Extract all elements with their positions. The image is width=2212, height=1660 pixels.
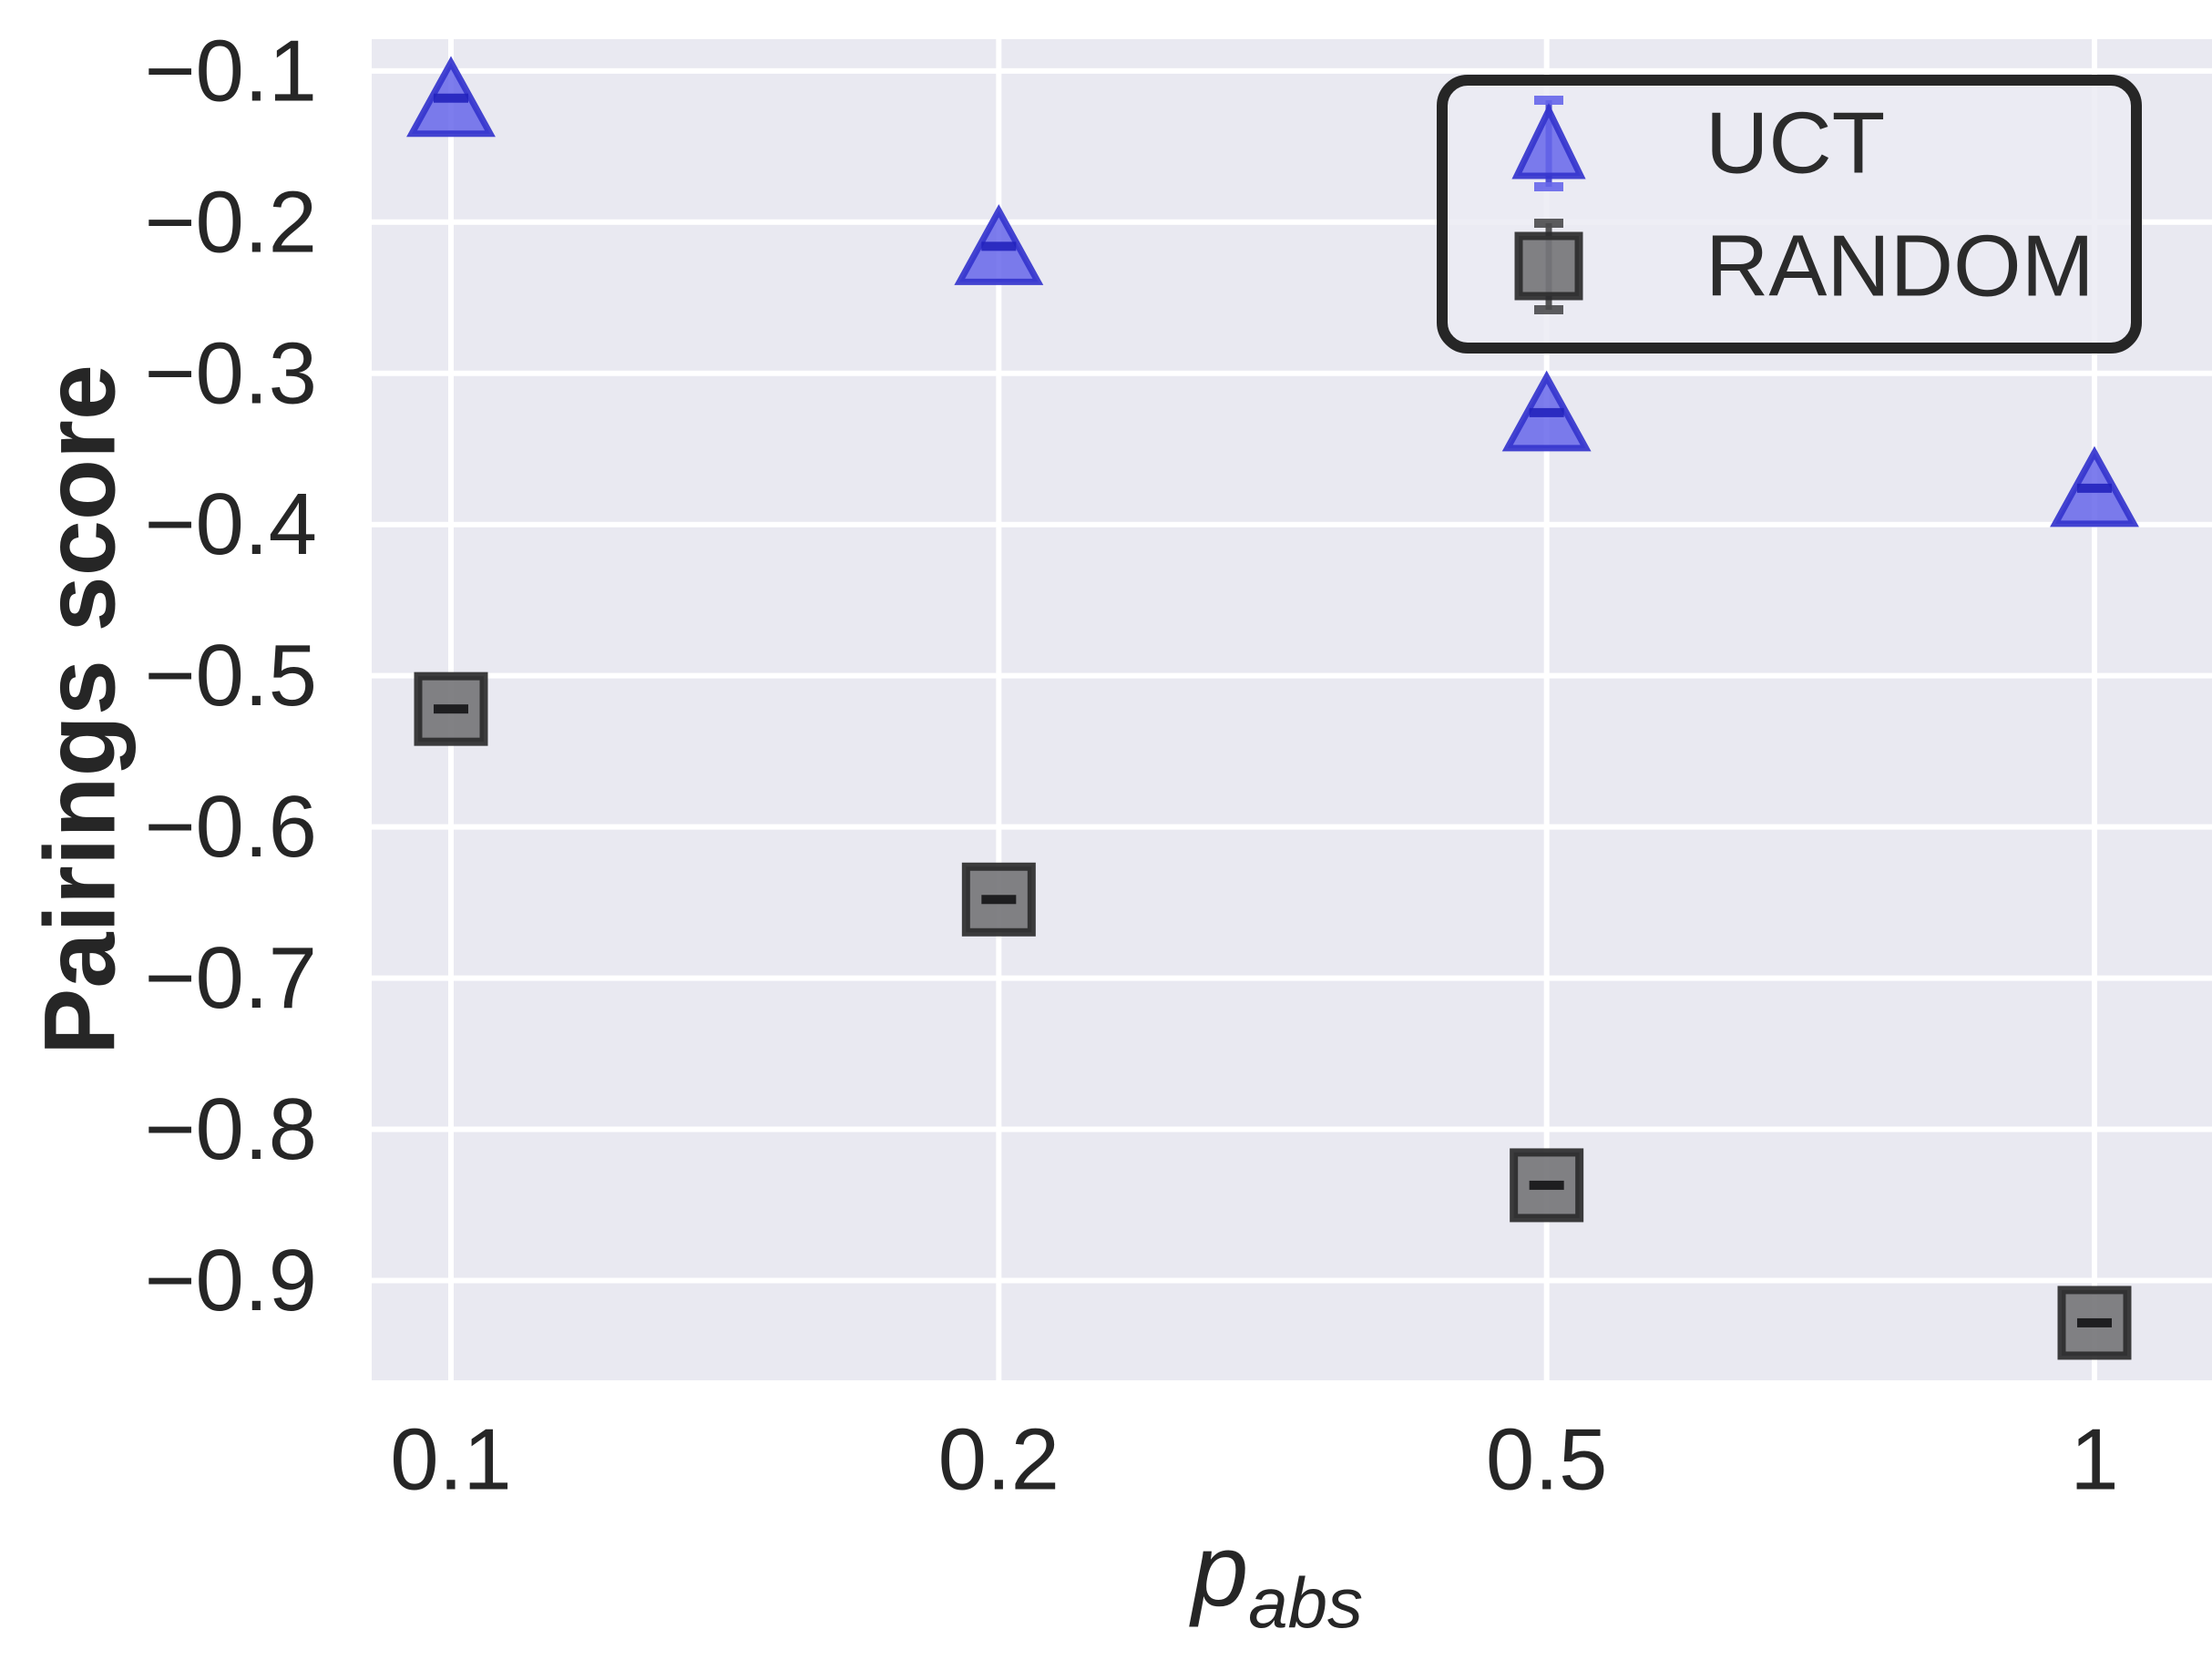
x-axis-tick-labels: 0.1 0.2 0.5 1 <box>390 1411 2118 1509</box>
random-square-marker <box>1510 1148 1584 1223</box>
uct-triangle-marker <box>1511 102 1586 179</box>
series-uct <box>406 56 2139 528</box>
x-tick-label: 0.1 <box>390 1411 511 1509</box>
y-tick-label: −0.6 <box>144 778 317 876</box>
x-tick-label: 0.5 <box>1486 1411 1607 1509</box>
errorbar-cap <box>1529 407 1564 417</box>
y-tick-label: −0.3 <box>144 324 317 422</box>
legend-box <box>1437 75 2142 354</box>
y-tick-label: −0.9 <box>144 1232 317 1329</box>
y-tick-label: −0.8 <box>144 1081 317 1178</box>
legend-marker-glyphs <box>1511 96 1586 314</box>
x-axis-label-main: p <box>1189 1513 1248 1627</box>
data-points <box>406 56 2139 1360</box>
legend-label-random: RANDOM <box>1705 218 2094 315</box>
y-axis-tick-labels: −0.1 −0.2 −0.3 −0.4 −0.5 −0.6 −0.7 −0.8 −0.9 <box>144 22 317 1329</box>
x-axis-label-subscript: abs <box>1248 1563 1363 1643</box>
x-tick-label: 1 <box>2070 1411 2118 1509</box>
legend: UCT RANDOM <box>1437 75 2142 354</box>
errorbar-cap <box>2076 483 2112 493</box>
series-random <box>414 671 2132 1360</box>
errorbar-cap <box>434 704 468 714</box>
legend-label-uct: UCT <box>1705 95 1885 192</box>
legend-glyph-random <box>1514 219 1583 314</box>
y-tick-label: −0.1 <box>144 22 317 119</box>
y-tick-label: −0.5 <box>144 627 317 724</box>
errorbar-cap <box>434 93 468 103</box>
y-tick-label: −0.7 <box>144 929 317 1027</box>
errorbar-cap <box>981 241 1017 251</box>
y-tick-label: −0.2 <box>144 173 317 271</box>
errorbar-cap <box>1529 1180 1564 1190</box>
y-tick-label: −0.4 <box>144 476 317 573</box>
random-square-marker <box>1514 231 1583 301</box>
legend-glyph-uct <box>1511 96 1586 191</box>
x-tick-label: 0.2 <box>938 1411 1060 1509</box>
errorbar-cap <box>981 895 1017 905</box>
errorbar-cap <box>2076 1317 2112 1327</box>
y-axis-label: Pairings score <box>25 364 137 1055</box>
x-axis-label: pabs <box>1189 1513 1363 1643</box>
